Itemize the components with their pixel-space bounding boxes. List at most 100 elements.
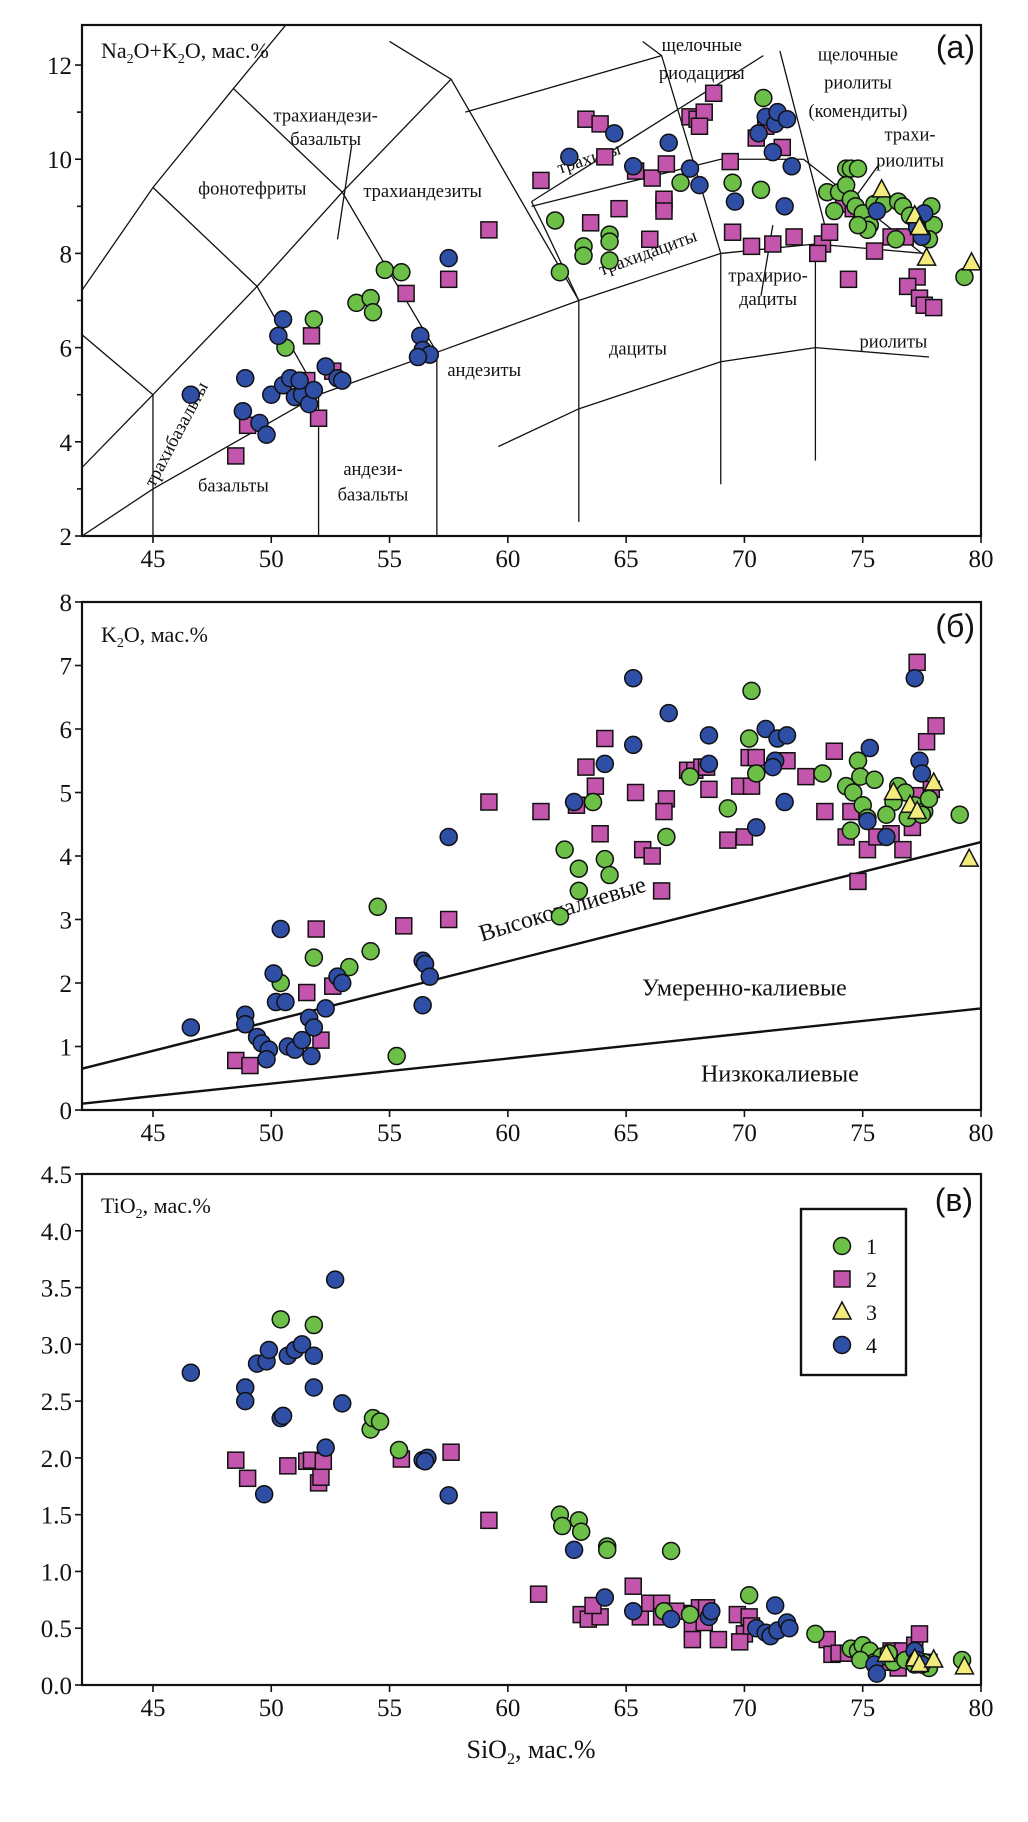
field-label: риолиты xyxy=(824,74,892,94)
data-point-series-2 xyxy=(591,825,609,843)
data-point-series-4 xyxy=(690,175,709,195)
data-point-series-4 xyxy=(271,919,290,939)
data-point-series-1 xyxy=(600,865,619,885)
data-point-series-2 xyxy=(227,1451,245,1469)
x-tick-label: 75 xyxy=(850,1120,875,1147)
data-point-series-4 xyxy=(269,326,288,346)
data-point-series-2 xyxy=(532,802,550,821)
k-series-boundaries xyxy=(81,840,982,1105)
data-point-series-1 xyxy=(865,770,884,790)
data-point-series-4 xyxy=(257,425,276,444)
y-tick-label: 8 xyxy=(60,241,73,268)
data-point-series-4 xyxy=(257,1049,276,1069)
data-point-series-2 xyxy=(709,1630,728,1649)
data-point-series-1 xyxy=(545,211,565,230)
data-point-series-3 xyxy=(923,771,944,791)
data-point-series-4 xyxy=(775,197,794,216)
data-point-series-4 xyxy=(332,1394,352,1413)
field-boundary-line xyxy=(82,25,287,292)
y-tick-label: 4 xyxy=(60,430,73,457)
x-tick-label: 65 xyxy=(614,546,639,573)
field-boundary-line xyxy=(82,333,154,396)
panel-c-frame xyxy=(80,1172,983,1687)
data-point-series-3 xyxy=(871,178,892,198)
field-label: андези- xyxy=(343,460,402,480)
data-point-series-4 xyxy=(564,792,584,812)
data-point-series-1 xyxy=(657,827,676,847)
data-point-series-1 xyxy=(304,948,324,967)
data-point-series-2 xyxy=(532,171,550,190)
field-boundary-line xyxy=(855,163,880,198)
data-point-series-3 xyxy=(909,215,930,236)
field-boundary-line xyxy=(389,40,580,301)
data-point-series-2 xyxy=(577,758,595,776)
data-point-series-1 xyxy=(739,729,759,748)
panel-a-y-label: Na2O+K2O, мас.% xyxy=(101,38,269,67)
data-point-series-1 xyxy=(574,246,593,266)
data-point-series-4 xyxy=(623,735,643,755)
data-point-series-2 xyxy=(241,1056,259,1075)
data-point-series-1 xyxy=(583,792,603,812)
field-label: базальты xyxy=(198,476,269,496)
data-point-series-1 xyxy=(600,251,619,270)
data-point-series-2 xyxy=(480,221,498,239)
field-boundary-line xyxy=(498,346,930,448)
y-tick-label: 6 xyxy=(60,336,73,363)
y-tick-label: 7 xyxy=(60,654,73,681)
data-point-series-2 xyxy=(624,1577,642,1595)
data-point-series-1 xyxy=(877,805,896,824)
x-tick-label: 80 xyxy=(969,1120,994,1147)
data-point-series-1 xyxy=(723,173,742,193)
data-point-series-2 xyxy=(480,793,498,811)
data-point-series-4 xyxy=(276,992,295,1012)
data-point-series-4 xyxy=(605,124,624,143)
k-region-label: Низкокалиевые xyxy=(701,1061,859,1087)
data-point-series-1 xyxy=(747,764,766,783)
panel-a-label: (а) xyxy=(936,29,975,65)
panel-c-y-label: TiO2, мас.% xyxy=(101,1193,211,1222)
data-point-series-2 xyxy=(586,777,605,795)
data-point-series-2 xyxy=(397,284,415,303)
data-point-series-1 xyxy=(751,180,771,200)
field-label: трахиандези- xyxy=(274,107,378,127)
data-point-series-4 xyxy=(623,157,643,176)
data-point-series-4 xyxy=(332,973,352,993)
field-label: щелочные xyxy=(818,45,898,65)
data-point-series-3 xyxy=(916,246,937,266)
legend-marker-1 xyxy=(832,1236,852,1256)
data-point-series-2 xyxy=(849,872,867,891)
data-point-series-2 xyxy=(865,242,884,260)
k-region-label: Умеренно-калиевые xyxy=(642,976,847,1002)
data-point-series-2 xyxy=(596,148,614,166)
data-point-series-1 xyxy=(550,907,570,926)
data-point-series-4 xyxy=(304,1018,324,1037)
x-tick-label: 45 xyxy=(140,546,165,573)
data-point-series-2 xyxy=(816,802,834,821)
data-point-series-2 xyxy=(747,748,765,767)
data-point-series-1 xyxy=(843,783,863,802)
data-point-series-4 xyxy=(763,142,783,162)
data-point-series-2 xyxy=(721,152,739,171)
data-point-series-1 xyxy=(886,230,906,249)
data-point-series-4 xyxy=(181,1363,201,1382)
data-point-series-3 xyxy=(954,1655,975,1675)
x-tick-label: 45 xyxy=(140,1695,165,1722)
data-point-series-4 xyxy=(439,827,458,847)
data-point-series-3 xyxy=(961,251,982,271)
y-tick-label: 0.5 xyxy=(41,1616,72,1643)
data-point-series-4 xyxy=(304,1346,324,1365)
data-point-series-2 xyxy=(809,244,827,263)
data-point-series-1 xyxy=(368,897,387,917)
y-tick-label: 3.5 xyxy=(41,1276,72,1303)
data-point-series-4 xyxy=(264,964,283,983)
data-point-series-4 xyxy=(325,1270,345,1289)
x-tick-label: 60 xyxy=(495,546,520,573)
data-point-series-4 xyxy=(233,401,253,421)
data-point-series-1 xyxy=(754,88,773,108)
x-tick-label: 70 xyxy=(732,546,757,573)
data-point-series-1 xyxy=(848,215,868,235)
data-point-series-1 xyxy=(742,681,761,701)
data-point-series-2 xyxy=(924,298,943,317)
data-point-series-1 xyxy=(848,159,868,178)
data-point-series-4 xyxy=(623,668,643,688)
